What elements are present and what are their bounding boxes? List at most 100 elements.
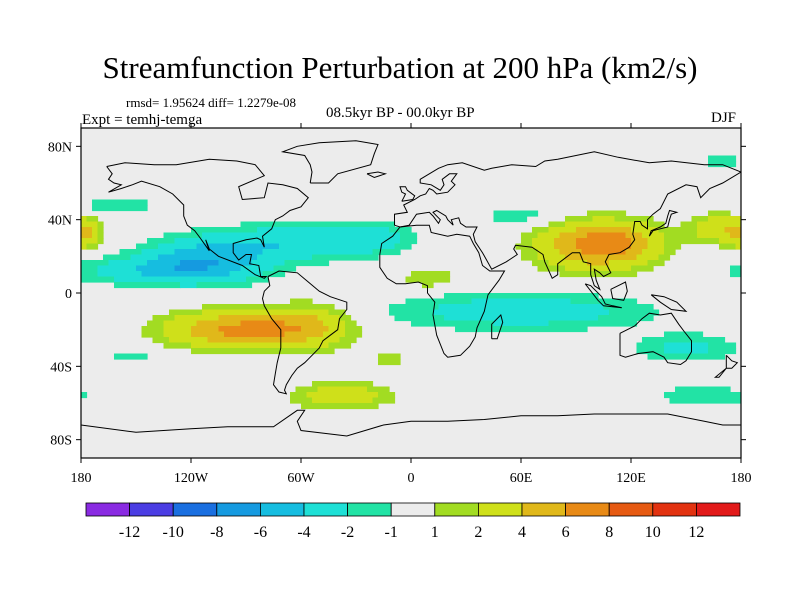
contour-cell — [647, 221, 665, 228]
contour-cell — [191, 342, 330, 349]
contour-cell — [400, 238, 418, 245]
contour-cell — [86, 216, 99, 223]
contour-cell — [664, 348, 709, 355]
colorbar-label: 2 — [474, 524, 482, 541]
contour-cell — [202, 309, 330, 316]
contour-cell — [554, 243, 577, 250]
contour-cell — [284, 260, 330, 267]
contour-cell — [163, 232, 203, 239]
colorbar-box — [390, 502, 436, 517]
contour-cell — [565, 254, 638, 261]
contour-cell — [664, 232, 698, 239]
contour-field — [81, 155, 741, 410]
contour-cell — [339, 315, 352, 322]
contour-cell — [708, 210, 731, 217]
contour-cell — [367, 386, 390, 393]
contour-cell — [345, 320, 357, 327]
contour-cell — [532, 227, 550, 234]
contour-cell — [202, 304, 335, 311]
contour-cell — [136, 243, 159, 250]
experiment-label: Expt = temhj-temga — [82, 112, 203, 128]
contour-cell — [587, 232, 627, 239]
x-axis: 180 120W 60W 0 60E 120E 180 — [71, 123, 752, 486]
colorbar-label: -8 — [210, 524, 223, 541]
contour-cell — [97, 232, 104, 239]
contour-cell — [603, 304, 654, 311]
contour-cell — [548, 320, 638, 327]
contour-cell — [328, 326, 346, 333]
contour-cell — [81, 221, 99, 228]
contour-cell — [614, 216, 654, 223]
contour-cell — [394, 315, 445, 322]
contour-cell — [642, 337, 726, 344]
contour-cell — [108, 260, 148, 267]
contour-cell — [493, 210, 539, 217]
colorbar-label: 10 — [645, 524, 661, 541]
contour-cell — [559, 232, 588, 239]
contour-cell — [405, 298, 473, 305]
contour-cell — [565, 221, 649, 228]
chart-title: Streamfunction Perturbation at 200 hPa (… — [102, 50, 698, 85]
contour-cell — [240, 221, 396, 228]
contour-cell — [81, 227, 93, 234]
x-tick-label: 120W — [174, 471, 209, 486]
contour-cell — [97, 271, 143, 278]
contour-cell — [317, 386, 368, 393]
contour-cell — [169, 309, 203, 316]
colorbar-label: 6 — [562, 524, 570, 541]
coastline-borneo — [610, 281, 628, 301]
contour-cell — [240, 265, 275, 272]
contour-cell — [647, 243, 665, 250]
colorbar-box — [434, 502, 479, 517]
contour-cell — [675, 386, 731, 393]
colorbar-label: -1 — [385, 524, 398, 541]
contour-cell — [312, 254, 379, 261]
contour-cell — [394, 243, 412, 250]
contour-cell — [196, 320, 242, 327]
contour-cell — [301, 326, 330, 333]
contour-cell — [730, 232, 741, 239]
contour-cell — [92, 205, 148, 212]
contour-cell — [642, 249, 665, 256]
contour-cell — [554, 238, 577, 245]
contour-cell — [433, 309, 610, 316]
contour-cell — [147, 260, 181, 267]
contour-cell — [587, 210, 627, 217]
contour-cell — [631, 238, 649, 245]
contour-cell — [719, 238, 741, 245]
contour-cell — [119, 249, 143, 256]
colorbar-box — [259, 502, 305, 517]
contour-cell — [378, 359, 401, 366]
coastline-australia — [619, 312, 692, 366]
contour-cell — [708, 216, 741, 223]
contour-cell — [97, 265, 137, 272]
colorbar-label: -4 — [297, 524, 310, 541]
contour-cell — [279, 243, 396, 250]
colorbar-box — [565, 502, 610, 517]
contour-cell — [708, 155, 737, 162]
contour-cell — [141, 271, 231, 278]
contour-cell — [295, 386, 319, 393]
colorbar-box — [608, 502, 654, 517]
contour-cell — [372, 249, 401, 256]
contour-cell — [273, 265, 297, 272]
colorbar-box — [477, 502, 523, 517]
contour-cell — [559, 249, 583, 256]
contour-cell — [246, 276, 269, 283]
colorbar-label: 1 — [431, 524, 439, 541]
map-background — [81, 128, 741, 458]
contour-cell — [81, 276, 115, 283]
contour-cell — [191, 331, 225, 338]
contour-cell — [609, 309, 660, 316]
coastline-eurasia — [394, 151, 741, 291]
contour-cell — [196, 243, 280, 250]
contour-cell — [647, 353, 726, 360]
y-tick-label: 40S — [50, 360, 72, 375]
contour-cell — [196, 282, 253, 289]
contour-cell — [152, 337, 170, 344]
contour-cell — [719, 243, 737, 250]
x-tick-label: 120E — [616, 471, 646, 486]
contour-cell — [191, 348, 335, 355]
contour-cell — [339, 337, 357, 344]
